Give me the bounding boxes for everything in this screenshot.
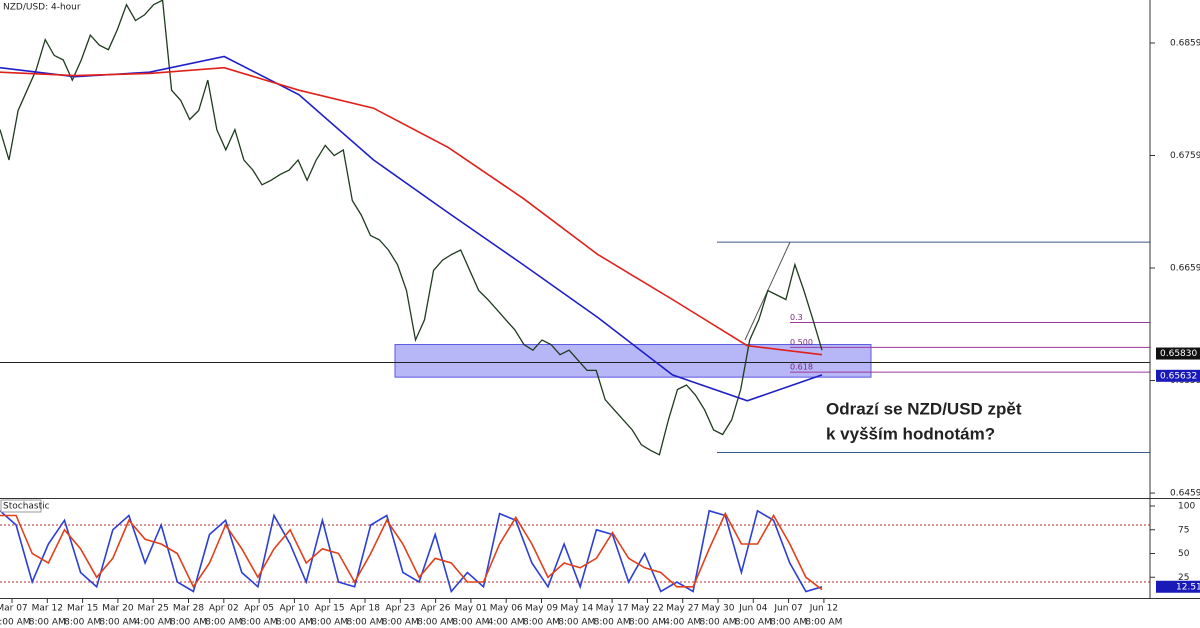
stochastic-panel: [0, 509, 1150, 594]
indicator-title: Stochastic: [3, 502, 50, 512]
price-tag: [1156, 369, 1200, 382]
x-tick-label: Mar 12: [32, 604, 63, 614]
x-tick-time: 8:00 AM: [311, 618, 348, 628]
title-box: [1, 1, 71, 13]
x-tick-time: 8:00 AM: [417, 618, 454, 628]
series-line: [0, 55, 823, 402]
x-tick-label: Mar 25: [138, 604, 169, 614]
x-tick-time: 8:00 AM: [382, 618, 419, 628]
value-tag-label: 12.51: [1176, 582, 1200, 592]
x-tick-label: Mar 20: [102, 604, 134, 614]
x-tick-time: 8:00 AM: [99, 618, 136, 628]
x-tick-label: May 30: [702, 604, 735, 614]
x-tick-time: 8:00 AM: [29, 618, 66, 628]
y-tick-label: 100: [1178, 502, 1195, 512]
x-tick-label: Apr 26: [421, 604, 451, 614]
x-tick-time: 4:00 AM: [135, 618, 172, 628]
x-tick-time: 4:00 AM: [664, 618, 701, 628]
series-line: [0, 66, 823, 356]
price-tag-label: 0.65830: [1160, 349, 1197, 359]
x-tick-label: May 09: [525, 604, 558, 614]
price-panel: 0.3 0.500 0.618: [0, 0, 1150, 456]
x-tick-label: May 22: [631, 604, 664, 614]
x-tick-label: Mar 15: [67, 604, 98, 614]
x-tick-label: Mar 28: [173, 604, 205, 614]
fib-label: 0.3: [790, 313, 803, 322]
x-tick-label: Apr 02: [209, 604, 239, 614]
x-tick-time: 8:00 AM: [770, 618, 807, 628]
x-tick-label: Apr 05: [244, 604, 274, 614]
title-box: [0, 499, 42, 513]
x-tick-time: 8:00 AM: [700, 618, 737, 628]
x-tick-label: Apr 10: [279, 604, 309, 614]
x-tick-time: 8:00 AM: [205, 618, 242, 628]
overlay: 0.685900.675900.665900.655900.645900.658…: [0, 38, 1200, 628]
y-tick-label: 75: [1178, 525, 1189, 535]
x-tick-time: 8:00 AM: [735, 618, 772, 628]
x-tick-label: May 17: [596, 604, 629, 614]
x-tick-label: May 14: [560, 604, 593, 614]
x-tick-time: 8:00 AM: [594, 618, 631, 628]
x-tick-time: 8:00 AM: [276, 618, 313, 628]
x-tick-time: 8:00 AM: [452, 618, 489, 628]
x-tick-time: 8:00 AM: [629, 618, 666, 628]
x-tick-label: Jun 07: [773, 604, 802, 614]
x-tick-time: 8:00 AM: [64, 618, 101, 628]
x-tick-label: May 27: [666, 604, 699, 614]
x-tick-label: Jun 12: [809, 604, 838, 614]
chart-title: NZD/USD: 4-hour: [3, 3, 81, 13]
price-tag: [1156, 347, 1200, 360]
y-tick-label: 50: [1178, 549, 1190, 559]
annotation: Odrazí se NZD/USD zpět: [826, 399, 1022, 418]
x-tick-label: Mar 07: [0, 604, 28, 614]
x-tick-time: 8:00 AM: [558, 618, 595, 628]
x-tick-label: Apr 18: [350, 604, 380, 614]
series-line: [0, 0, 823, 456]
fib-label: 0.500: [790, 338, 813, 347]
x-tick-label: May 06: [490, 604, 523, 614]
x-tick-time: 8:00 AM: [347, 618, 384, 628]
x-tick-time: 4:00 AM: [0, 618, 31, 628]
series-line: [0, 511, 823, 591]
x-tick-label: Apr 15: [315, 604, 345, 614]
price-tag-label: 0.65632: [1160, 371, 1197, 381]
x-tick-time: 8:00 AM: [241, 618, 278, 628]
value-tag: [1156, 580, 1200, 593]
x-tick-time: 4:00 AM: [488, 618, 525, 628]
x-tick-label: Apr 23: [385, 604, 415, 614]
annotation: k vyšším hodnotám?: [826, 424, 995, 443]
fib-label: 0.618: [790, 363, 813, 372]
y-tick-label: 25: [1178, 573, 1189, 583]
x-tick-time: 8:00 AM: [523, 618, 560, 628]
x-tick-time: 8:00 AM: [170, 618, 207, 628]
x-tick-label: May 01: [454, 604, 487, 614]
x-tick-time: 8:00 AM: [805, 618, 842, 628]
x-tick-label: Jun 04: [738, 604, 768, 614]
